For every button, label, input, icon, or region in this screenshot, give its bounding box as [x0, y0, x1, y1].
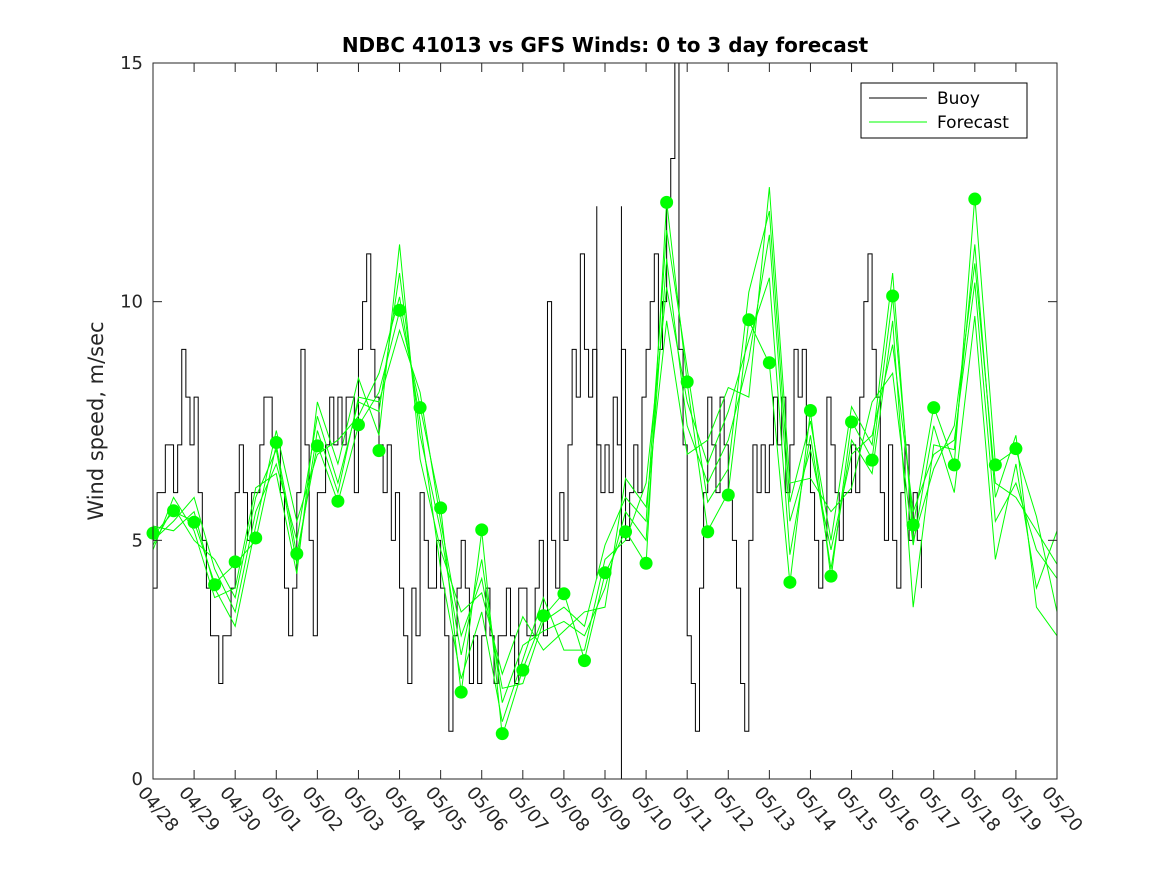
forecast-point — [167, 504, 181, 518]
forecast-point — [988, 458, 1002, 472]
forecast-point — [536, 609, 550, 623]
forecast-point — [351, 418, 365, 432]
forecast-run-line — [152, 210, 1058, 689]
forecast-point — [721, 488, 735, 502]
forecast-point — [619, 525, 633, 539]
forecast-point — [1009, 442, 1023, 456]
forecast-point — [845, 415, 859, 429]
forecast-point — [762, 356, 776, 370]
forecast-point — [393, 303, 407, 317]
forecast-point — [865, 453, 879, 467]
forecast-point — [906, 518, 920, 532]
chart-title: NDBC 41013 vs GFS Winds: 0 to 3 day fore… — [342, 33, 869, 57]
forecast-point — [742, 313, 756, 327]
forecast-point — [516, 663, 530, 677]
y-tick-label: 10 — [120, 292, 143, 313]
forecast-point — [475, 523, 489, 537]
forecast-point — [310, 439, 324, 453]
legend-forecast-label: Forecast — [937, 113, 1009, 133]
forecast-point — [372, 444, 386, 458]
forecast-point — [187, 515, 201, 529]
forecast-point — [208, 578, 222, 592]
y-tick-label: 0 — [132, 769, 143, 790]
forecast-point — [660, 195, 674, 209]
buoy-series-line — [153, 62, 922, 732]
forecast-point — [639, 556, 653, 570]
y-tick-label: 15 — [120, 53, 143, 74]
forecast-point — [824, 569, 838, 583]
forecast-point — [434, 501, 448, 515]
forecast-point — [495, 727, 509, 741]
forecast-point — [228, 555, 242, 569]
legend: Buoy Forecast — [860, 82, 1028, 139]
forecast-point — [947, 458, 961, 472]
plot-area — [146, 62, 1058, 780]
forecast-point — [331, 494, 345, 508]
forecast-point — [577, 654, 591, 668]
forecast-point — [968, 192, 982, 206]
forecast-point — [680, 375, 694, 389]
forecast-point — [557, 587, 571, 601]
forecast-point — [413, 401, 427, 415]
forecast-point — [454, 685, 468, 699]
y-tick-label: 5 — [132, 530, 143, 551]
forecast-point — [290, 547, 304, 561]
forecast-point — [803, 403, 817, 417]
forecast-point — [886, 289, 900, 303]
legend-buoy-label: Buoy — [937, 89, 980, 109]
forecast-point — [927, 401, 941, 415]
forecast-point — [783, 575, 797, 589]
forecast-point — [701, 525, 715, 539]
forecast-point — [249, 531, 263, 545]
forecast-run-line — [152, 244, 1058, 722]
y-axis-label: Wind speed, m/sec — [84, 321, 108, 520]
forecast-point — [598, 566, 612, 580]
forecast-point — [269, 435, 283, 449]
